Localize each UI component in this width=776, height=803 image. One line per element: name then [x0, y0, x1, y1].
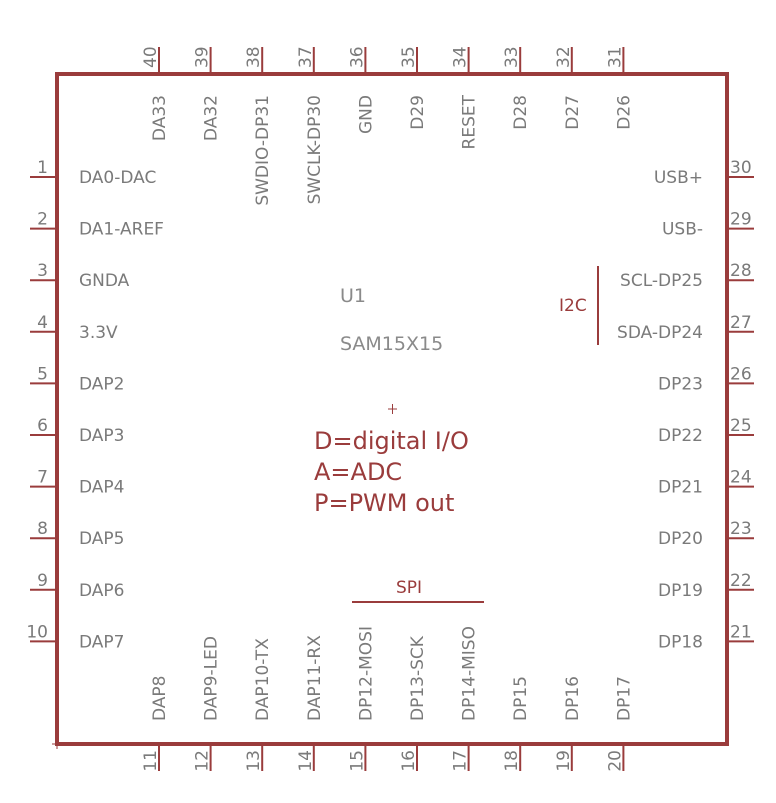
pin-8-name: DAP5 — [79, 529, 125, 549]
pin-10-name: DAP7 — [79, 632, 125, 652]
pin-9-name: DAP6 — [79, 581, 125, 601]
pins-layer: 1 DA0-DAC 2 DA1-AREF 3 GNDA 4 3.3V 5 DAP2 6 DAP3 7 DA… — [26, 46, 754, 772]
pin-13-name: DAP10-TX — [253, 638, 273, 721]
pin-37-name: SWCLK-DP30 — [305, 95, 325, 204]
pin-26-name: DP23 — [658, 374, 703, 394]
origin-corner-marker — [52, 739, 64, 749]
pin-9-number: 9 — [37, 571, 48, 591]
pin-28-name: SCL-DP25 — [620, 271, 703, 291]
pin-8-number: 8 — [37, 519, 48, 539]
note-adc: A=ADC — [314, 458, 402, 486]
pin-19-name: DP16 — [563, 676, 583, 721]
pin-3-number: 3 — [37, 261, 48, 281]
pin-38-number: 38 — [244, 46, 264, 68]
pin-21-name: DP18 — [658, 632, 703, 652]
pin-23-number: 23 — [730, 519, 752, 539]
pin-24-name: DP21 — [658, 478, 703, 498]
pin-16-name: DP13-SCK — [408, 635, 428, 721]
pin-17-name: DP14-MISO — [460, 626, 480, 721]
pin-33-number: 33 — [502, 46, 522, 68]
pin-17-number: 17 — [451, 750, 471, 772]
pin-13-number: 13 — [244, 750, 264, 772]
pin-26-number: 26 — [730, 364, 752, 384]
pin-21-number: 21 — [730, 622, 752, 642]
pin-18-number: 18 — [502, 750, 522, 772]
pin-31-number: 31 — [605, 46, 625, 68]
pin-5-name: DAP2 — [79, 374, 125, 394]
note-digital: D=digital I/O — [314, 427, 469, 455]
pin-25-name: DP22 — [658, 426, 703, 446]
pin-27-number: 27 — [730, 313, 752, 333]
pin-40-name: DA33 — [150, 95, 170, 141]
pin-34-number: 34 — [451, 46, 471, 68]
pin-22-number: 22 — [730, 571, 752, 591]
pin-7-name: DAP4 — [79, 478, 125, 498]
pin-5-number: 5 — [37, 364, 48, 384]
pin-16-number: 16 — [399, 750, 419, 772]
pin-34-name: RESET — [460, 94, 480, 149]
pin-30-number: 30 — [730, 158, 752, 178]
pin-12-number: 12 — [193, 750, 213, 772]
part-name: U1 — [340, 285, 366, 307]
pin-14-number: 14 — [296, 750, 316, 772]
pin-11-number: 11 — [141, 750, 161, 772]
pin-1-name: DA0-DAC — [79, 168, 156, 188]
pin-39-number: 39 — [193, 46, 213, 68]
pin-25-number: 25 — [730, 416, 752, 436]
pin-6-name: DAP3 — [79, 426, 125, 446]
pin-39-name: DA32 — [202, 95, 222, 141]
pin-27-name: SDA-DP24 — [617, 323, 703, 343]
pin-32-number: 32 — [554, 46, 574, 68]
pin-24-number: 24 — [730, 468, 752, 488]
pin-7-number: 7 — [37, 468, 48, 488]
i2c-group-label: I2C — [559, 296, 587, 316]
pin-23-name: DP20 — [658, 529, 703, 549]
pin-2-number: 2 — [37, 210, 48, 230]
pin-36-number: 36 — [347, 46, 367, 68]
pin-33-name: D28 — [511, 95, 531, 130]
pin-29-number: 29 — [730, 210, 752, 230]
pin-35-name: D29 — [408, 95, 428, 130]
pin-20-name: DP17 — [614, 676, 634, 721]
pin-2-name: DA1-AREF — [79, 220, 164, 240]
pin-3-name: GNDA — [79, 271, 130, 291]
pin-20-number: 20 — [605, 750, 625, 772]
pin-11-name: DAP8 — [150, 676, 170, 722]
pin-14-name: DAP11-RX — [305, 635, 325, 721]
pin-38-name: SWDIO-DP31 — [253, 95, 273, 206]
ic-body-outline — [55, 72, 729, 746]
pin-15-name: DP12-MOSI — [356, 626, 376, 721]
pin-19-number: 19 — [554, 750, 574, 772]
pin-32-name: D27 — [563, 95, 583, 130]
pin-10-number: 10 — [26, 622, 48, 642]
pin-6-number: 6 — [37, 416, 48, 436]
pin-35-number: 35 — [399, 46, 419, 68]
spi-group-label: SPI — [396, 578, 422, 598]
pin-18-name: DP15 — [511, 676, 531, 721]
pin-4-number: 4 — [37, 313, 48, 333]
pin-30-name: USB+ — [654, 168, 703, 188]
part-value: SAM15X15 — [340, 333, 443, 355]
pin-36-name: GND — [356, 95, 376, 134]
pin-40-number: 40 — [141, 46, 161, 68]
origin-marker — [388, 404, 397, 414]
pin-15-number: 15 — [347, 750, 367, 772]
pin-29-name: USB- — [662, 220, 703, 240]
pin-12-name: DAP9-LED — [202, 636, 222, 721]
pin-4-name: 3.3V — [79, 323, 118, 343]
pin-22-name: DP19 — [658, 581, 703, 601]
pin-28-number: 28 — [730, 261, 752, 281]
note-pwm: P=PWM out — [314, 489, 454, 517]
pin-31-name: D26 — [614, 95, 634, 130]
pin-37-number: 37 — [296, 46, 316, 68]
pin-1-number: 1 — [37, 158, 48, 178]
